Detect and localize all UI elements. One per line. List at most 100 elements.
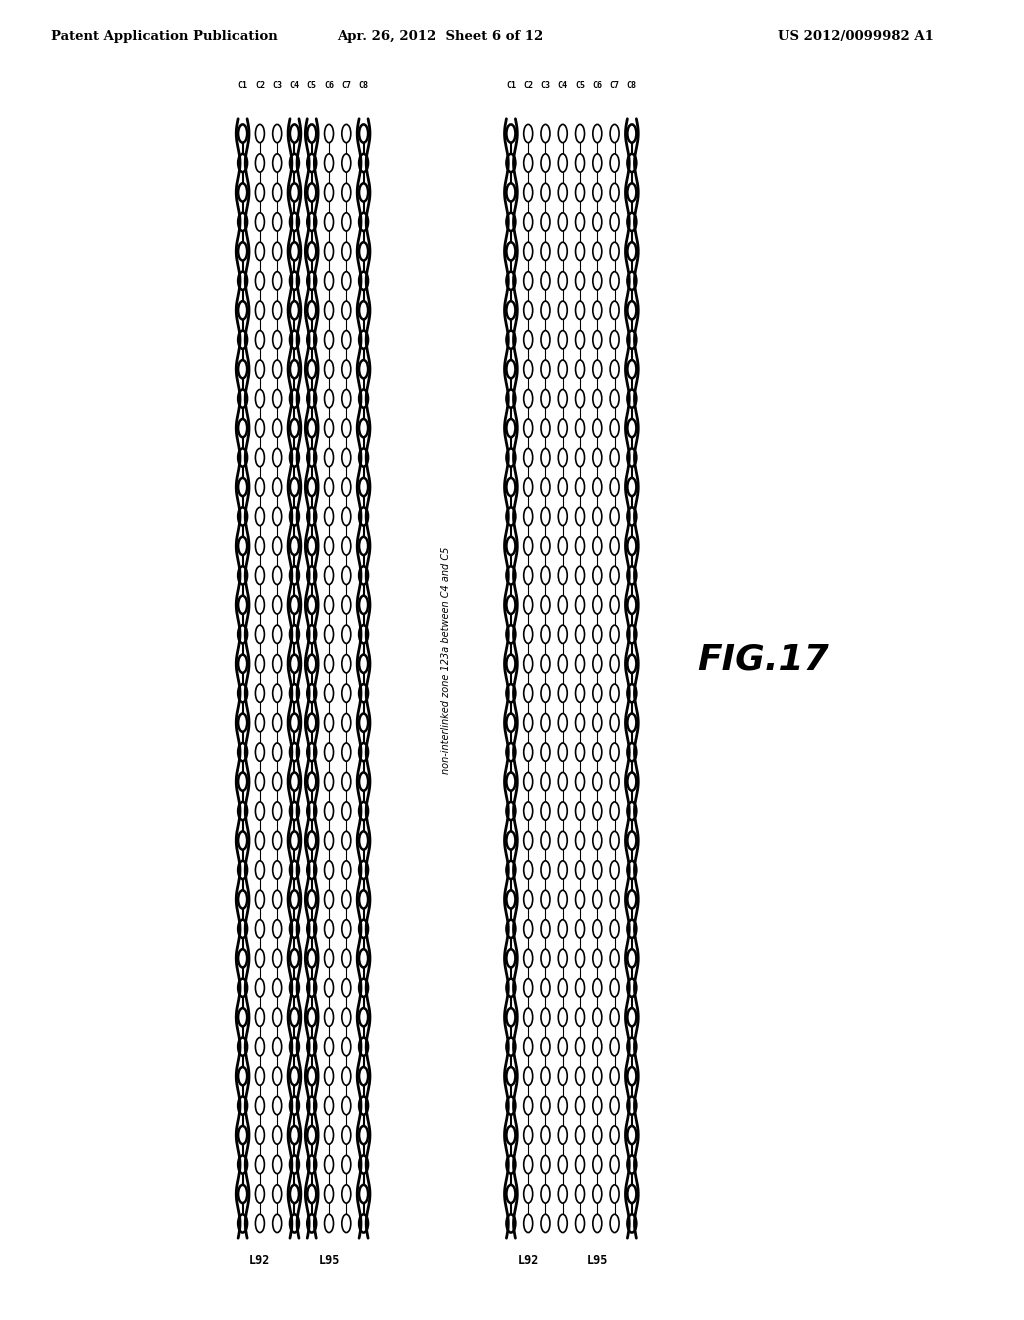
Ellipse shape xyxy=(593,655,602,673)
Ellipse shape xyxy=(575,1097,585,1114)
Ellipse shape xyxy=(523,1155,532,1173)
Ellipse shape xyxy=(610,626,620,643)
Ellipse shape xyxy=(593,537,602,554)
Ellipse shape xyxy=(342,1126,351,1144)
Ellipse shape xyxy=(541,330,550,348)
Ellipse shape xyxy=(593,1067,602,1085)
Ellipse shape xyxy=(610,1067,620,1085)
Ellipse shape xyxy=(342,243,351,260)
Ellipse shape xyxy=(610,418,620,437)
Ellipse shape xyxy=(558,890,567,908)
Ellipse shape xyxy=(307,978,316,997)
Ellipse shape xyxy=(593,213,602,231)
Ellipse shape xyxy=(575,978,585,997)
Ellipse shape xyxy=(272,861,282,879)
Ellipse shape xyxy=(507,1155,515,1173)
Ellipse shape xyxy=(342,360,351,379)
Ellipse shape xyxy=(342,1067,351,1085)
Ellipse shape xyxy=(575,360,585,379)
Ellipse shape xyxy=(307,684,316,702)
Ellipse shape xyxy=(507,743,515,762)
Ellipse shape xyxy=(507,1185,515,1203)
Ellipse shape xyxy=(307,449,316,467)
Ellipse shape xyxy=(558,330,567,348)
Ellipse shape xyxy=(255,743,264,762)
Ellipse shape xyxy=(610,832,620,850)
Ellipse shape xyxy=(325,1185,334,1203)
Ellipse shape xyxy=(610,803,620,820)
Ellipse shape xyxy=(359,803,368,820)
Ellipse shape xyxy=(255,243,264,260)
Ellipse shape xyxy=(575,920,585,939)
Ellipse shape xyxy=(239,213,247,231)
Ellipse shape xyxy=(359,330,368,348)
Ellipse shape xyxy=(290,507,299,525)
Ellipse shape xyxy=(610,684,620,702)
Ellipse shape xyxy=(290,418,299,437)
Text: C4: C4 xyxy=(558,81,567,90)
Ellipse shape xyxy=(325,537,334,554)
Ellipse shape xyxy=(239,418,247,437)
Ellipse shape xyxy=(628,772,636,791)
Ellipse shape xyxy=(541,949,550,968)
Ellipse shape xyxy=(272,890,282,908)
Ellipse shape xyxy=(255,832,264,850)
Ellipse shape xyxy=(325,478,334,496)
Ellipse shape xyxy=(239,272,247,290)
Ellipse shape xyxy=(342,743,351,762)
Ellipse shape xyxy=(523,272,532,290)
Ellipse shape xyxy=(593,1097,602,1114)
Ellipse shape xyxy=(290,772,299,791)
Ellipse shape xyxy=(255,890,264,908)
Ellipse shape xyxy=(523,978,532,997)
Ellipse shape xyxy=(342,566,351,585)
Ellipse shape xyxy=(507,243,515,260)
Ellipse shape xyxy=(342,772,351,791)
Ellipse shape xyxy=(558,861,567,879)
Ellipse shape xyxy=(290,1126,299,1144)
Ellipse shape xyxy=(541,1008,550,1027)
Ellipse shape xyxy=(307,920,316,939)
Ellipse shape xyxy=(359,1097,368,1114)
Ellipse shape xyxy=(239,1097,247,1114)
Ellipse shape xyxy=(307,803,316,820)
Text: C1: C1 xyxy=(506,81,516,90)
Ellipse shape xyxy=(507,1008,515,1027)
Ellipse shape xyxy=(307,1126,316,1144)
Ellipse shape xyxy=(523,1097,532,1114)
Ellipse shape xyxy=(593,389,602,408)
Ellipse shape xyxy=(325,389,334,408)
Ellipse shape xyxy=(290,1185,299,1203)
Ellipse shape xyxy=(359,714,368,731)
Ellipse shape xyxy=(239,684,247,702)
Ellipse shape xyxy=(575,537,585,554)
Ellipse shape xyxy=(628,360,636,379)
Ellipse shape xyxy=(359,949,368,968)
Ellipse shape xyxy=(255,301,264,319)
Ellipse shape xyxy=(272,949,282,968)
Ellipse shape xyxy=(307,772,316,791)
Ellipse shape xyxy=(593,832,602,850)
Ellipse shape xyxy=(628,124,636,143)
Ellipse shape xyxy=(307,714,316,731)
Ellipse shape xyxy=(610,1126,620,1144)
Ellipse shape xyxy=(507,714,515,731)
Ellipse shape xyxy=(272,183,282,202)
Ellipse shape xyxy=(523,330,532,348)
Ellipse shape xyxy=(342,213,351,231)
Ellipse shape xyxy=(255,507,264,525)
Ellipse shape xyxy=(593,449,602,467)
Ellipse shape xyxy=(593,1008,602,1027)
Ellipse shape xyxy=(255,213,264,231)
Ellipse shape xyxy=(342,1155,351,1173)
Ellipse shape xyxy=(272,124,282,143)
Ellipse shape xyxy=(558,1214,567,1233)
Ellipse shape xyxy=(558,832,567,850)
Text: L95: L95 xyxy=(318,1254,340,1267)
Ellipse shape xyxy=(507,330,515,348)
Ellipse shape xyxy=(541,655,550,673)
Ellipse shape xyxy=(523,449,532,467)
Ellipse shape xyxy=(523,1008,532,1027)
Ellipse shape xyxy=(541,213,550,231)
Ellipse shape xyxy=(541,772,550,791)
